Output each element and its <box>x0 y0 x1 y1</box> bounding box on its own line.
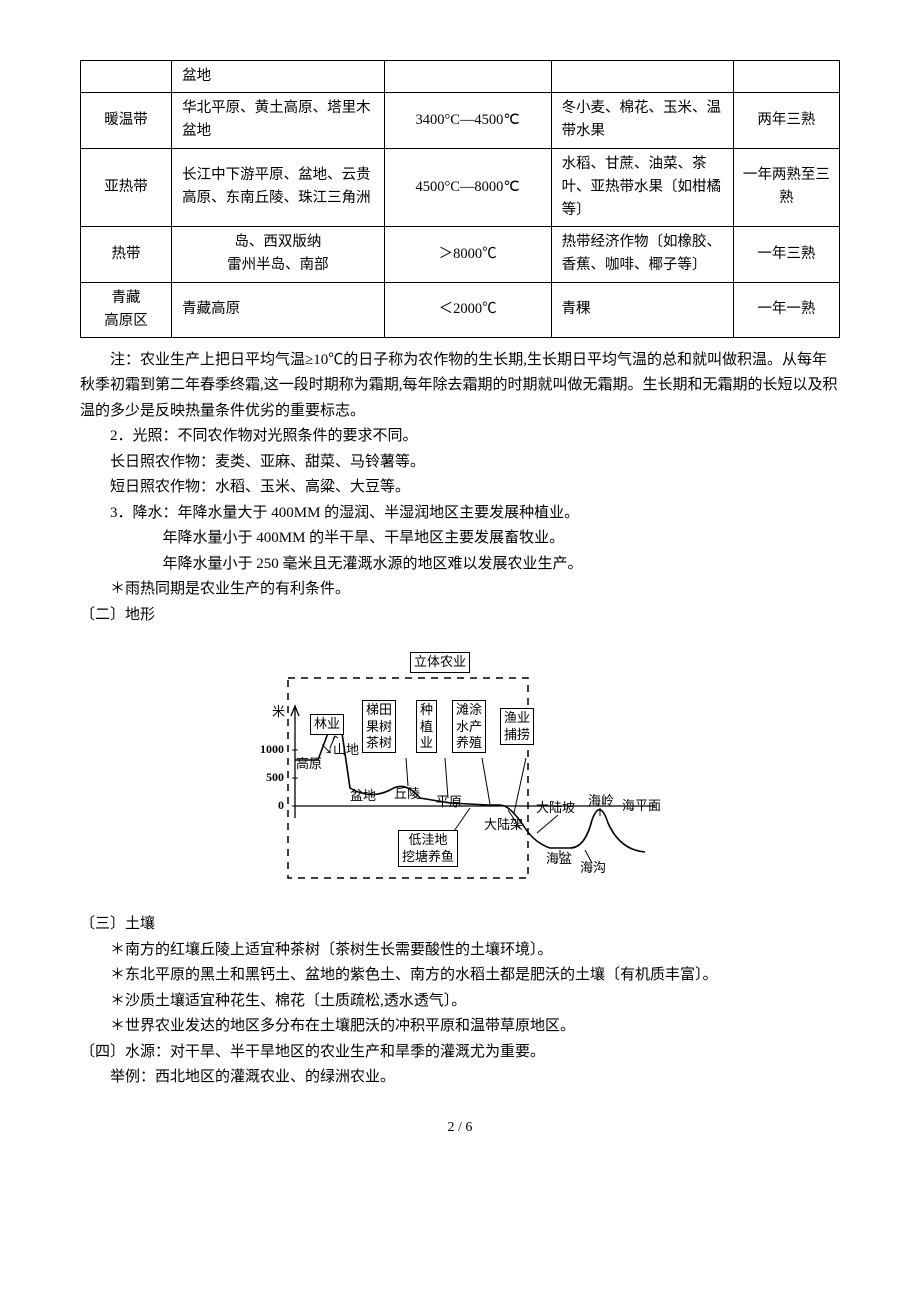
table-cell: 岛、西双版纳 雷州半岛、南部 <box>172 227 385 282</box>
plateau-label: 高原 <box>296 756 322 772</box>
rain-heat-note: ＊雨热同期是农业生产的有利条件。 <box>80 577 840 603</box>
water-example: 举例：西北地区的灌溉农业、的绿洲农业。 <box>80 1065 840 1091</box>
fishing-box: 渔业 捕捞 <box>500 708 534 745</box>
table-row: 盆地 <box>81 61 840 93</box>
table-cell: ＜2000℃ <box>384 282 551 337</box>
y-tick-0: 0 <box>278 798 284 812</box>
table-cell <box>81 61 172 93</box>
table-cell <box>551 61 733 93</box>
table-cell: 华北平原、黄土高原、塔里木盆地 <box>172 93 385 148</box>
table-row: 暖温带华北平原、黄土高原、塔里木盆地3400°C—4500℃冬小麦、棉花、玉米、… <box>81 93 840 148</box>
section-terrain: 〔二〕地形 <box>80 603 840 629</box>
ridge-label: 海岭 <box>588 793 614 809</box>
table-cell: 青藏高原 <box>172 282 385 337</box>
soil-note2: ＊东北平原的黑土和黑钙土、盆地的紫色土、南方的水稻土都是肥沃的土壤〔有机质丰富〕… <box>80 963 840 989</box>
terrace-box: 梯田 果树 茶树 <box>362 700 396 753</box>
table-cell: 一年三熟 <box>733 227 839 282</box>
hill-label: 丘陵 <box>394 786 420 802</box>
terrain-diagram-wrap: 立体农业 米 1000 500 0 林业 梯田 果树 茶树 种 植 业 滩涂 水… <box>80 638 840 898</box>
table-cell: 青稞 <box>551 282 733 337</box>
light-heading: 2．光照：不同农作物对光照条件的要求不同。 <box>80 424 840 450</box>
seabasin-label: 海盆 <box>546 851 572 867</box>
section-soil: 〔三〕土壤 <box>80 912 840 938</box>
sealevel-label: 海平面 <box>622 798 661 814</box>
pond-box: 低洼地 挖塘养鱼 <box>398 830 458 867</box>
table-row: 亚热带长江中下游平原、盆地、云贵高原、东南丘陵、珠江三角洲4500°C—8000… <box>81 148 840 227</box>
table-cell: 亚热带 <box>81 148 172 227</box>
aquaculture-box: 滩涂 水产 养殖 <box>452 700 486 753</box>
table-row: 青藏 高原区青藏高原＜2000℃青稞一年一熟 <box>81 282 840 337</box>
table-cell <box>733 61 839 93</box>
planting-box: 种 植 业 <box>416 700 437 753</box>
table-cell: 冬小麦、棉花、玉米、温带水果 <box>551 93 733 148</box>
diagram-title-box: 立体农业 <box>410 652 470 672</box>
note-para: 注：农业生产上把日平均气温≥10℃的日子称为农作物的生长期,生长期日平均气温的总… <box>80 348 840 425</box>
mountain-label: ↘山地 <box>320 742 359 758</box>
table-cell: 两年三熟 <box>733 93 839 148</box>
terrain-diagram: 立体农业 米 1000 500 0 林业 梯田 果树 茶树 种 植 业 滩涂 水… <box>250 638 670 898</box>
soil-note4: ＊世界农业发达的地区多分布在土壤肥沃的冲积平原和温带草原地区。 <box>80 1014 840 1040</box>
basin-label: 盆地 <box>350 788 376 804</box>
page-footer: 2 / 6 <box>80 1116 840 1140</box>
shelf-label: 大陆架 <box>484 817 523 833</box>
table-cell: ＞8000℃ <box>384 227 551 282</box>
table-cell: 长江中下游平原、盆地、云贵高原、东南丘陵、珠江三角洲 <box>172 148 385 227</box>
y-tick-1000: 1000 <box>260 742 284 756</box>
table-cell: 一年两熟至三熟 <box>733 148 839 227</box>
table-cell: 热带经济作物〔如橡胶、香蕉、咖啡、椰子等〕 <box>551 227 733 282</box>
section-water: 〔四〕水源：对干旱、半干旱地区的农业生产和旱季的灌溉尤为重要。 <box>80 1040 840 1066</box>
forestry-box: 林业 <box>310 714 344 734</box>
table-cell: 3400°C—4500℃ <box>384 93 551 148</box>
short-day-crops: 短日照农作物：水稻、玉米、高粱、大豆等。 <box>80 475 840 501</box>
plain-label: 平原 <box>436 794 462 810</box>
temperature-zone-table: 盆地暖温带华北平原、黄土高原、塔里木盆地3400°C—4500℃冬小麦、棉花、玉… <box>80 60 840 338</box>
table-cell: 热带 <box>81 227 172 282</box>
precip-heading: 3．降水：年降水量大于 400MM 的湿润、半湿润地区主要发展种植业。 <box>80 501 840 527</box>
table-row: 热带岛、西双版纳 雷州半岛、南部＞8000℃热带经济作物〔如橡胶、香蕉、咖啡、椰… <box>81 227 840 282</box>
table-cell: 暖温带 <box>81 93 172 148</box>
soil-note3: ＊沙质土壤适宜种花生、棉花〔土质疏松,透水透气〕。 <box>80 989 840 1015</box>
trench-label: 海沟 <box>580 860 606 876</box>
soil-note1: ＊南方的红壤丘陵上适宜种茶树〔茶树生长需要酸性的土壤环境〕。 <box>80 938 840 964</box>
precip-sub1: 年降水量小于 400MM 的半干旱、干旱地区主要发展畜牧业。 <box>80 526 840 552</box>
table-cell: 盆地 <box>172 61 385 93</box>
table-cell: 水稻、甘蔗、油菜、茶叶、亚热带水果〔如柑橘等〕 <box>551 148 733 227</box>
table-cell: 一年一熟 <box>733 282 839 337</box>
table-cell: 4500°C—8000℃ <box>384 148 551 227</box>
y-tick-500: 500 <box>266 770 284 784</box>
y-unit-label: 米 <box>272 704 285 720</box>
slope-label: 大陆坡 <box>536 800 575 816</box>
long-day-crops: 长日照农作物：麦类、亚麻、甜菜、马铃薯等。 <box>80 450 840 476</box>
precip-sub2: 年降水量小于 250 毫米且无灌溉水源的地区难以发展农业生产。 <box>80 552 840 578</box>
table-cell: 青藏 高原区 <box>81 282 172 337</box>
table-cell <box>384 61 551 93</box>
